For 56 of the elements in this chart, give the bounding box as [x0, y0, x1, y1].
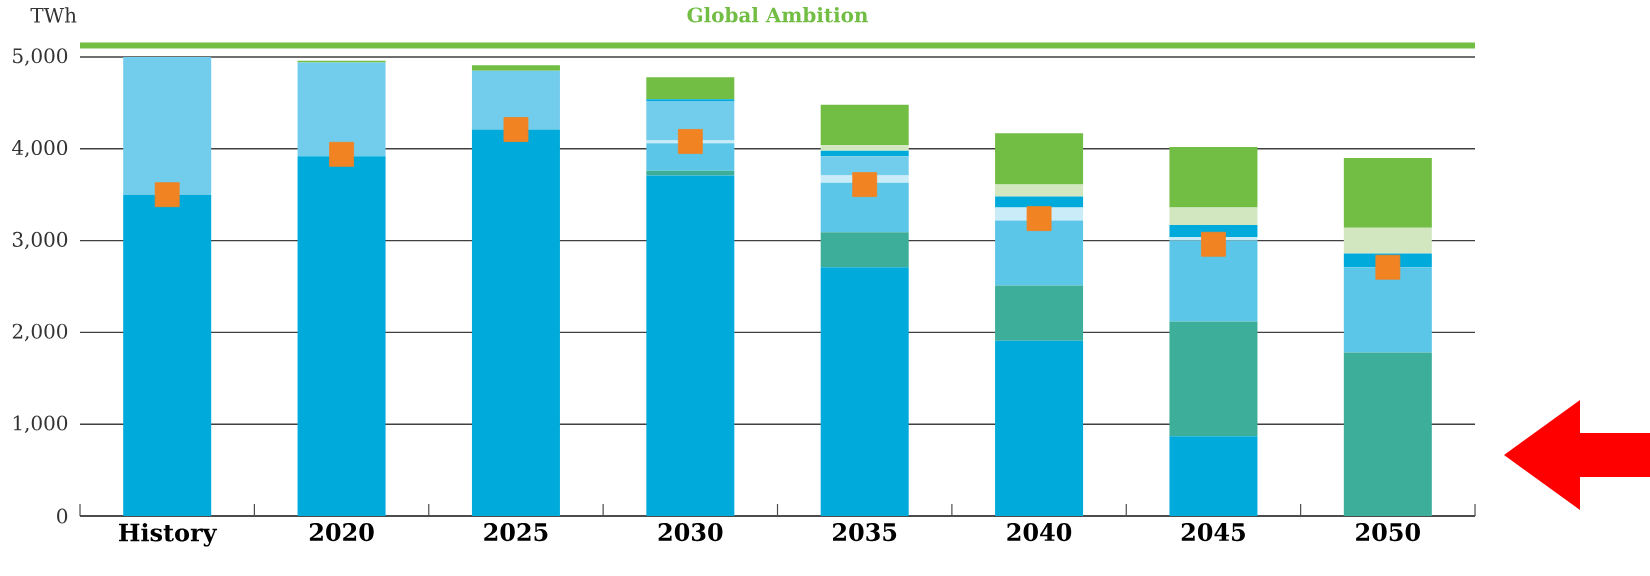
bar [471, 70, 560, 130]
y-tick-label: 4,000 [12, 140, 68, 158]
x-tick-label: 2025 [484, 523, 548, 542]
point [154, 182, 180, 208]
bar [1343, 227, 1432, 254]
y-tick-label: 0 [57, 508, 68, 524]
y-tick-label: 3,000 [12, 231, 68, 250]
bar [995, 285, 1084, 341]
bar [995, 220, 1084, 286]
point [329, 141, 354, 167]
bar [297, 156, 386, 516]
y-tick-label: 2,000 [12, 323, 68, 342]
bar [471, 65, 560, 71]
bar [1343, 267, 1432, 353]
x-tick-label: History [119, 523, 218, 547]
bar [820, 156, 909, 176]
bar [820, 145, 909, 151]
point [503, 117, 529, 142]
x-tick-label: 2040 [1007, 523, 1072, 542]
bar [471, 129, 560, 516]
y-tick-label: 1,000 [13, 415, 68, 433]
bar [820, 267, 909, 516]
x-tick-label: 2035 [833, 523, 897, 542]
y-axis-title: TWh [30, 7, 77, 23]
point [1026, 206, 1052, 231]
bar [1169, 436, 1258, 516]
x-tick-label: 2030 [658, 523, 723, 542]
bar [123, 194, 212, 516]
x-tick-label: 2045 [1181, 523, 1245, 542]
bar [1169, 146, 1258, 208]
bar [646, 175, 735, 516]
bar [297, 62, 386, 157]
bar [1169, 240, 1258, 322]
chart-title: Global Ambition [687, 7, 868, 23]
bar [646, 77, 735, 100]
x-tick-label: 2020 [309, 523, 374, 542]
bar [995, 196, 1084, 208]
bar [820, 104, 909, 146]
x-tick-label: 2050 [1356, 523, 1420, 542]
bar [1169, 207, 1258, 225]
bar [1169, 321, 1258, 437]
point [1375, 254, 1401, 280]
point [852, 172, 878, 197]
bar [820, 150, 909, 157]
point [1201, 231, 1226, 257]
bar [123, 57, 212, 195]
bar [995, 340, 1084, 516]
bar [995, 133, 1084, 185]
bar [1343, 352, 1432, 516]
bar [820, 232, 909, 268]
bar [1343, 157, 1432, 228]
point [677, 129, 703, 154]
y-tick-label: 5,000 [13, 48, 68, 66]
bar [995, 184, 1084, 197]
bar [820, 182, 909, 233]
bar [646, 101, 735, 141]
